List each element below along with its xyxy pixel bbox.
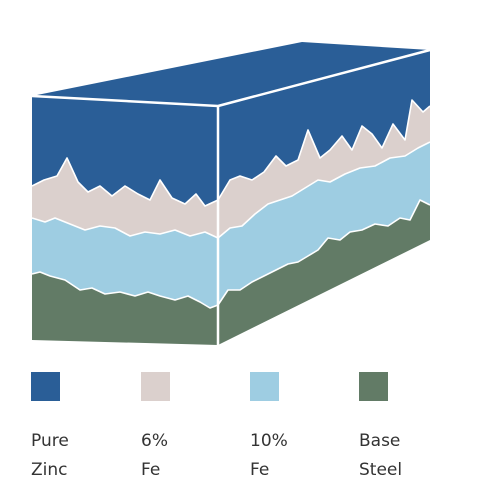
legend-item-pure-zinc: Pure Zinc: [31, 372, 121, 485]
legend-swatch-10-fe: [250, 372, 279, 401]
side-10fe-layer: [218, 142, 430, 305]
block-top-face: [32, 42, 430, 106]
galvanized-layers-block: [31, 42, 431, 345]
legend-label-6-fe: 6% Fe: [141, 431, 168, 480]
front-6fe-layer: [32, 158, 218, 238]
legend-label-pure-zinc: Pure Zinc: [31, 431, 69, 480]
legend-item-10-fe: 10% Fe: [250, 372, 340, 485]
side-steel-layer: [218, 200, 430, 345]
side-6fe-layer: [218, 100, 430, 238]
layer-boundaries: [31, 99, 431, 309]
front-10fe-layer: [32, 218, 218, 308]
legend-swatch-base-steel: [359, 372, 388, 401]
legend-swatch-pure-zinc: [31, 372, 60, 401]
front-steel-layer: [32, 272, 218, 345]
legend-swatch-6-fe: [141, 372, 170, 401]
block-edges: [31, 48, 431, 345]
front-zinc-layer: [32, 96, 218, 206]
legend-label-base-steel: Base Steel: [359, 431, 403, 480]
legend-item-base-steel: Base Steel: [359, 372, 449, 485]
legend-item-6-fe: 6% Fe: [141, 372, 231, 485]
legend-label-10-fe: 10% Fe: [250, 431, 288, 480]
